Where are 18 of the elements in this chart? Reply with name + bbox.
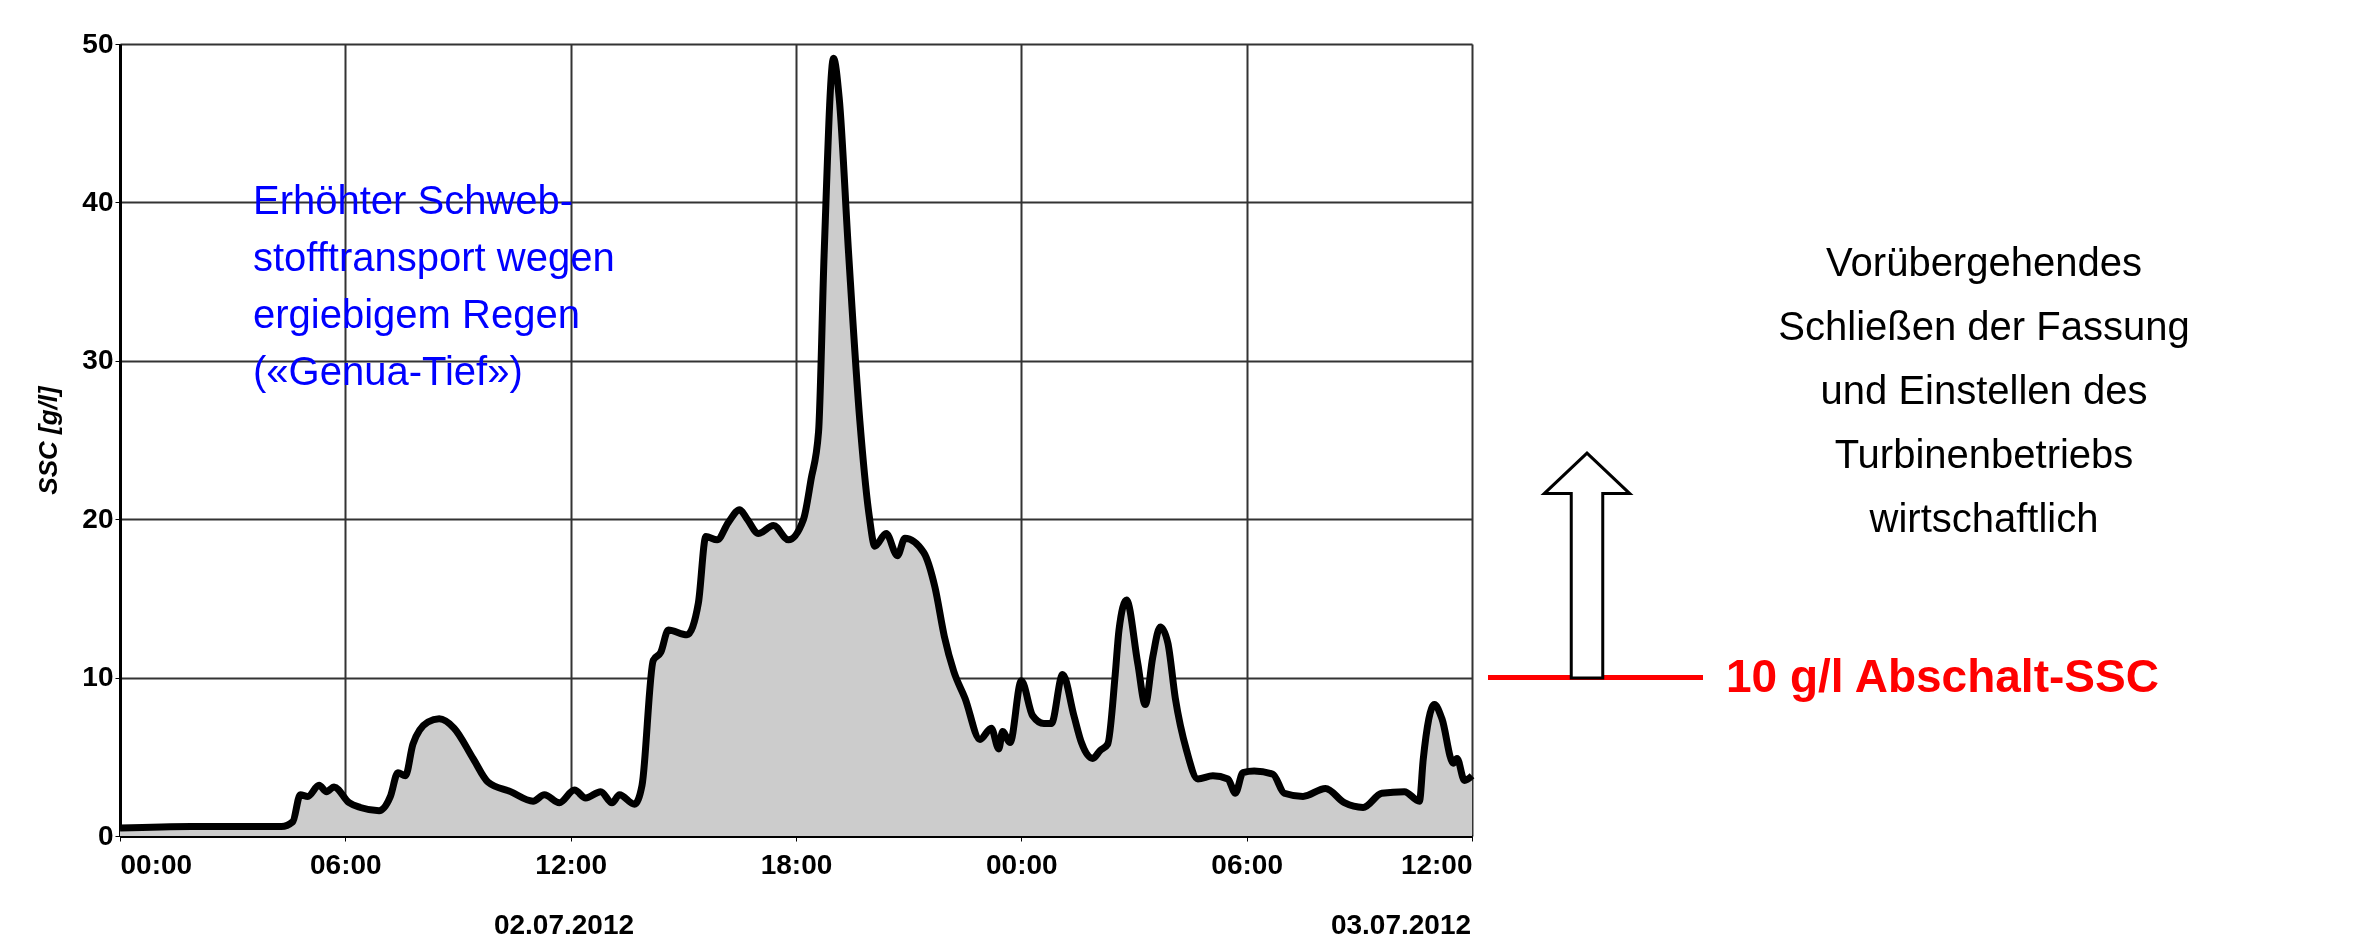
y-tick-label: 50 xyxy=(82,27,114,59)
y-tick-label: 0 xyxy=(97,819,114,851)
text: Vorübergehendes Schließen der Fassung und Einstellen des Turbinenbetriebs wirtschaftlich xyxy=(1778,240,2190,540)
x-tick-label: 00:00 xyxy=(120,848,193,880)
x-tick-label: 00:00 xyxy=(986,848,1058,880)
y-tick-label: 20 xyxy=(82,502,114,534)
y-tick-label: 40 xyxy=(82,185,114,217)
ref-line-label: 10 g/l Abschalt-SSC xyxy=(1726,649,2159,702)
x-tick-label: 12:00 xyxy=(1400,848,1473,880)
x-tick-label: 12:00 xyxy=(535,848,607,880)
y-tick-label: 30 xyxy=(82,344,114,376)
x-tick-label: 06:00 xyxy=(1211,848,1283,880)
text: 03.07.2012 xyxy=(1330,909,1472,939)
x-tick-label: 06:00 xyxy=(310,848,382,880)
y-tick-label: 10 xyxy=(82,661,114,693)
x-tick-label: 18:00 xyxy=(760,848,833,880)
y-axis-title: SSC [g/l] xyxy=(33,385,64,495)
text: 02.07.2012 xyxy=(493,909,635,939)
